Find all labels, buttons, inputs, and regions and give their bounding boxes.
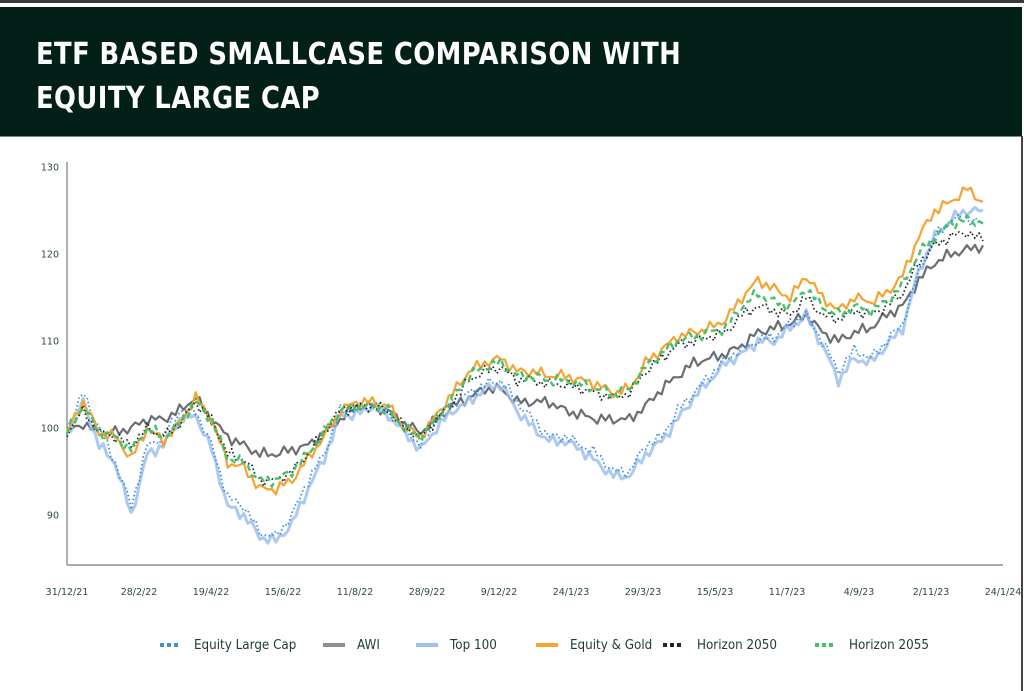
- legend-item-top-100[interactable]: Top 100: [416, 633, 501, 657]
- legend-swatch-icon: [536, 643, 558, 647]
- legend-label: Horizon 2050: [697, 637, 777, 653]
- x-tick-label: 11/8/22: [337, 587, 374, 598]
- x-tick-label: 24/1/23: [553, 587, 590, 598]
- x-tick-label: 19/4/22: [193, 587, 230, 598]
- series-line-equity-gold: [66, 186, 984, 496]
- x-tick-label: 28/9/22: [409, 587, 446, 598]
- x-tick-label: 31/12/21: [46, 587, 89, 598]
- legend-item-equity-gold[interactable]: Equity & Gold: [536, 633, 659, 657]
- x-tick-label: 24/1/24: [985, 587, 1022, 598]
- legend-label: Equity Large Cap: [194, 637, 297, 653]
- legend-swatch-icon: [815, 643, 837, 647]
- legend-label: Horizon 2055: [849, 637, 929, 653]
- legend-item-awi[interactable]: AWI: [323, 633, 382, 657]
- page-title: ETF BASED SMALLCASE COMPARISON WITH EQUI…: [36, 37, 682, 116]
- legend-label: Equity & Gold: [570, 637, 653, 653]
- x-tick-label: 4/9/23: [844, 587, 875, 598]
- y-tick-label: 120: [41, 250, 59, 261]
- header-banner: ETF BASED SMALLCASE COMPARISON WITH EQUI…: [0, 7, 1022, 137]
- legend-item-equity-large-cap[interactable]: Equity Large Cap: [160, 633, 305, 657]
- series-line-horizon-2055: [65, 214, 984, 488]
- legend-item-horizon-2055[interactable]: Horizon 2055: [815, 633, 936, 657]
- chart-series: [65, 186, 984, 545]
- legend-swatch-icon: [160, 643, 182, 647]
- y-tick-label: 130: [41, 163, 59, 174]
- top-border-line: [0, 0, 1024, 3]
- right-border-line: [1021, 136, 1023, 691]
- x-tick-label: 9/12/22: [481, 587, 518, 598]
- series-line-awi: [66, 243, 984, 458]
- legend-label: Top 100: [450, 637, 497, 653]
- chart-axes: [66, 162, 1003, 566]
- legend-label: AWI: [357, 637, 380, 653]
- series-line-top-100: [66, 205, 984, 545]
- x-tick-label: 15/6/22: [265, 587, 302, 598]
- series-line-equity-large-cap: [66, 213, 984, 537]
- x-tick-label: 28/2/22: [121, 587, 158, 598]
- y-tick-label: 100: [41, 424, 59, 435]
- legend-swatch-icon: [663, 643, 685, 647]
- legend-swatch-icon: [416, 643, 438, 647]
- legend-swatch-icon: [323, 643, 345, 647]
- y-tick-label: 110: [41, 337, 59, 348]
- legend-item-horizon-2050[interactable]: Horizon 2050: [663, 633, 784, 657]
- series-line-horizon-2050: [66, 230, 984, 488]
- x-axis-ticks: 31/12/21 28/2/22 19/4/22 15/6/22 11/8/22 28/9…: [46, 587, 1022, 598]
- x-tick-label: 11/7/23: [769, 587, 806, 598]
- x-tick-label: 29/3/23: [625, 587, 662, 598]
- x-tick-label: 15/5/23: [697, 587, 734, 598]
- line-chart: 90 100 110 120 130 31/12/21 28/2/22 19/4/22 15/…: [41, 162, 1022, 598]
- y-tick-label: 90: [47, 511, 59, 522]
- chart-legend: Equity Large Cap AWI Top 100 Equity & Gold H…: [0, 633, 1024, 657]
- x-tick-label: 2/11/23: [913, 587, 950, 598]
- y-axis-ticks: 90 100 110 120 130: [41, 163, 59, 522]
